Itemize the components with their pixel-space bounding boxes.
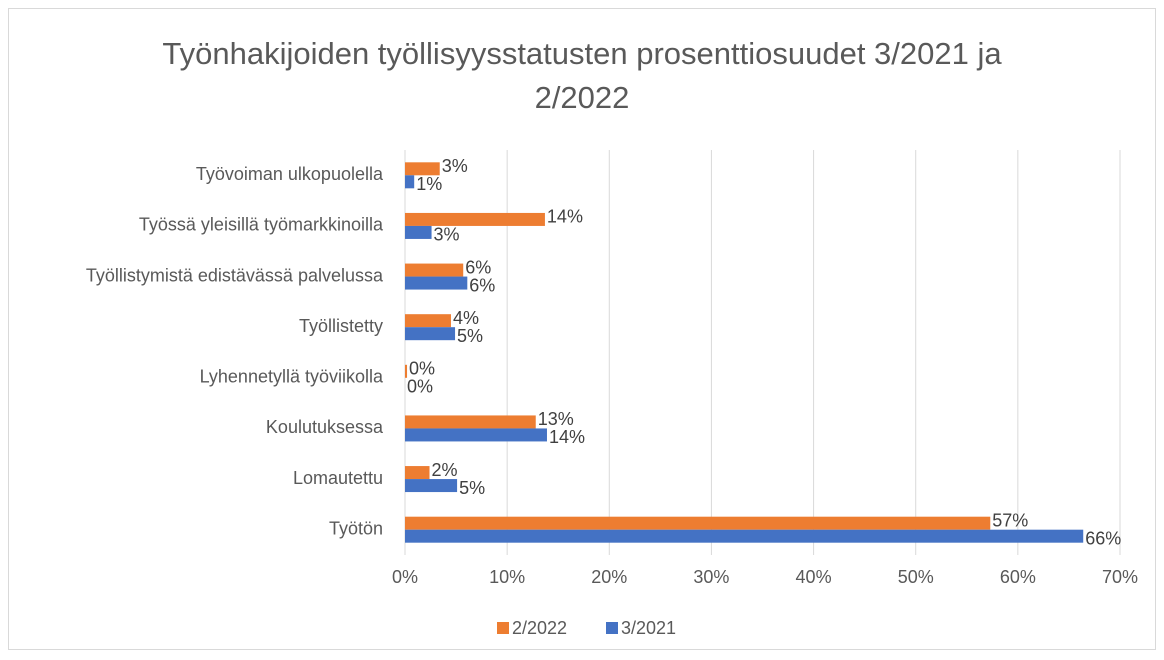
bar — [405, 327, 456, 341]
data-label: 6% — [465, 257, 491, 277]
data-label: 57% — [992, 510, 1028, 530]
y-tick-label: Työtön — [329, 518, 383, 538]
bar — [405, 276, 468, 290]
x-tick-label: 10% — [489, 567, 525, 587]
x-tick-label: 0% — [392, 567, 418, 587]
bar — [405, 529, 1084, 543]
bar — [405, 364, 408, 378]
bar — [405, 428, 547, 442]
data-label: 13% — [538, 409, 574, 429]
bar — [405, 466, 430, 480]
data-label: 0% — [407, 377, 433, 397]
data-label: 66% — [1085, 528, 1121, 548]
data-label: 6% — [469, 275, 495, 295]
bar — [405, 225, 432, 239]
legend-label: 3/2021 — [621, 618, 676, 638]
data-label: 0% — [409, 359, 435, 379]
y-tick-label: Lyhennetyllä työviikolla — [200, 367, 384, 387]
bar — [405, 175, 415, 189]
data-label: 5% — [459, 478, 485, 498]
bar — [405, 415, 536, 429]
bar — [405, 479, 458, 493]
data-label: 5% — [457, 326, 483, 346]
x-tick-label: 40% — [796, 567, 832, 587]
data-label: 14% — [547, 207, 583, 227]
x-tick-label: 60% — [1000, 567, 1036, 587]
legend-swatch — [606, 622, 618, 634]
y-tick-label: Työllistymistä edistävässä palvelussa — [86, 265, 384, 285]
data-label: 2% — [432, 460, 458, 480]
x-tick-label: 50% — [898, 567, 934, 587]
data-label: 3% — [442, 156, 468, 176]
data-label: 1% — [416, 174, 442, 194]
y-tick-label: Koulutuksessa — [266, 417, 384, 437]
x-tick-label: 20% — [591, 567, 627, 587]
legend-swatch — [497, 622, 509, 634]
y-tick-label: Työssä yleisillä työmarkkinoilla — [139, 215, 384, 235]
chart-title: Työnhakijoiden työllisyysstatusten prose… — [162, 36, 1002, 115]
bar — [405, 314, 451, 328]
chart-border — [8, 8, 1156, 650]
bar — [405, 263, 464, 277]
data-label: 4% — [453, 308, 479, 328]
y-tick-label: Työvoiman ulkopuolella — [196, 164, 384, 184]
x-tick-label: 70% — [1102, 567, 1138, 587]
data-label: 3% — [434, 225, 460, 245]
x-tick-label: 30% — [693, 567, 729, 587]
legend-label: 2/2022 — [512, 618, 567, 638]
data-label: 14% — [549, 427, 585, 447]
y-tick-label: Lomautettu — [293, 468, 383, 488]
y-tick-label: Työllistetty — [299, 316, 383, 336]
bar — [405, 516, 991, 530]
bar — [405, 162, 440, 176]
bar — [405, 212, 545, 226]
